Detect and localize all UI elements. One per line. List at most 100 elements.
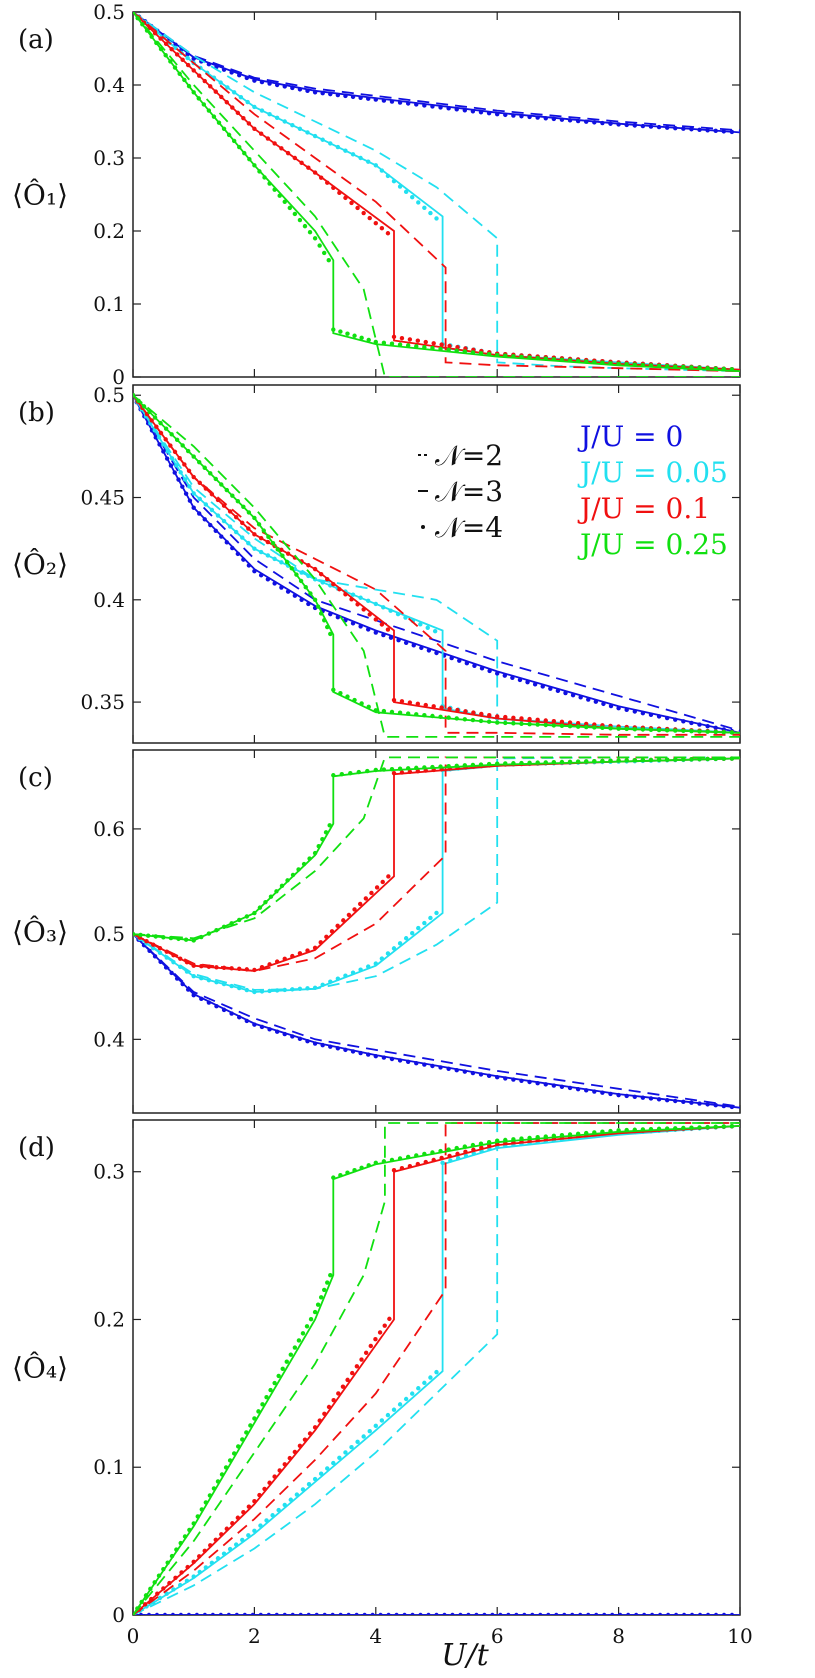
data-point	[640, 710, 646, 716]
data-point	[177, 71, 182, 76]
data-point	[267, 1480, 272, 1485]
data-point	[664, 715, 670, 721]
series-dots	[133, 12, 735, 372]
data-point	[214, 979, 219, 985]
data-point	[403, 189, 409, 195]
data-point	[373, 1053, 378, 1059]
data-point	[292, 1449, 298, 1455]
data-point	[178, 1612, 184, 1615]
data-point	[231, 138, 237, 144]
data-point	[274, 115, 280, 121]
data-point	[379, 956, 385, 961]
data-point	[495, 1138, 500, 1143]
data-point	[242, 150, 247, 156]
data-point	[224, 100, 230, 105]
data-point	[527, 114, 532, 120]
data-point	[252, 104, 257, 110]
data-point	[592, 725, 597, 730]
data-point	[600, 360, 605, 365]
data-point	[186, 1612, 192, 1615]
data-point	[449, 655, 454, 661]
series-line	[133, 1122, 740, 1615]
data-point	[559, 759, 565, 765]
data-point	[185, 62, 191, 68]
data-point	[169, 456, 175, 461]
data-point	[136, 398, 141, 404]
data-point	[543, 1134, 548, 1139]
data-point	[235, 499, 241, 504]
data-point	[187, 1527, 192, 1533]
data-point	[138, 932, 143, 938]
data-point	[397, 1156, 403, 1161]
data-point	[486, 352, 492, 357]
data-point	[215, 1556, 221, 1561]
data-point	[649, 1612, 655, 1615]
data-point	[511, 113, 516, 118]
data-point	[236, 1444, 241, 1449]
data-point	[218, 1612, 224, 1615]
series-group	[133, 393, 740, 738]
data-point	[331, 687, 336, 693]
data-point	[258, 549, 264, 555]
data-point	[299, 160, 304, 166]
data-point	[335, 1046, 341, 1051]
data-point	[575, 1131, 581, 1136]
data-point	[290, 953, 295, 959]
data-point	[535, 722, 540, 727]
data-point	[527, 1079, 532, 1085]
data-point	[290, 85, 295, 91]
data-point	[320, 91, 325, 96]
y-axis-label: ⟨Ô₃⟩	[12, 915, 68, 949]
data-point	[191, 992, 196, 998]
data-point	[415, 1161, 421, 1167]
data-point	[543, 718, 548, 723]
data-point	[495, 352, 500, 358]
data-point	[346, 1612, 351, 1615]
data-point	[252, 1499, 257, 1504]
data-point	[237, 917, 242, 923]
data-point	[454, 1068, 459, 1073]
data-point	[178, 1582, 183, 1588]
data-point	[378, 1612, 383, 1615]
data-point	[172, 470, 177, 475]
data-point	[567, 118, 573, 123]
data-point	[345, 694, 350, 699]
data-point	[258, 1612, 263, 1615]
data-point	[519, 1078, 524, 1084]
data-point	[139, 1599, 144, 1605]
data-point	[185, 51, 190, 57]
data-point	[359, 1357, 364, 1362]
data-point	[331, 1460, 336, 1466]
data-point	[600, 1129, 605, 1134]
data-point	[430, 764, 435, 770]
data-point	[490, 1612, 495, 1615]
data-point	[713, 725, 718, 731]
data-point	[185, 1564, 190, 1570]
data-point	[366, 1052, 371, 1057]
data-point	[416, 925, 421, 931]
series-dots	[133, 756, 735, 995]
series-dots	[133, 1124, 735, 1615]
data-point	[154, 1612, 160, 1615]
data-point	[194, 1612, 200, 1615]
data-point	[640, 1127, 646, 1132]
data-point	[299, 597, 304, 602]
data-point	[593, 699, 599, 704]
data-point	[422, 1151, 427, 1157]
data-point	[428, 1375, 433, 1380]
data-point	[328, 1044, 333, 1049]
data-point	[697, 365, 702, 370]
data-point	[171, 1587, 176, 1592]
data-point	[600, 120, 605, 126]
data-point	[287, 1455, 293, 1461]
data-point	[511, 1137, 516, 1142]
data-point	[221, 1551, 227, 1556]
series-line	[133, 933, 740, 1108]
data-point	[339, 772, 345, 777]
data-point	[214, 927, 219, 933]
data-point	[616, 726, 621, 731]
data-point	[470, 350, 476, 355]
data-point	[610, 1612, 615, 1615]
data-point	[431, 1157, 436, 1163]
data-point	[503, 720, 508, 726]
